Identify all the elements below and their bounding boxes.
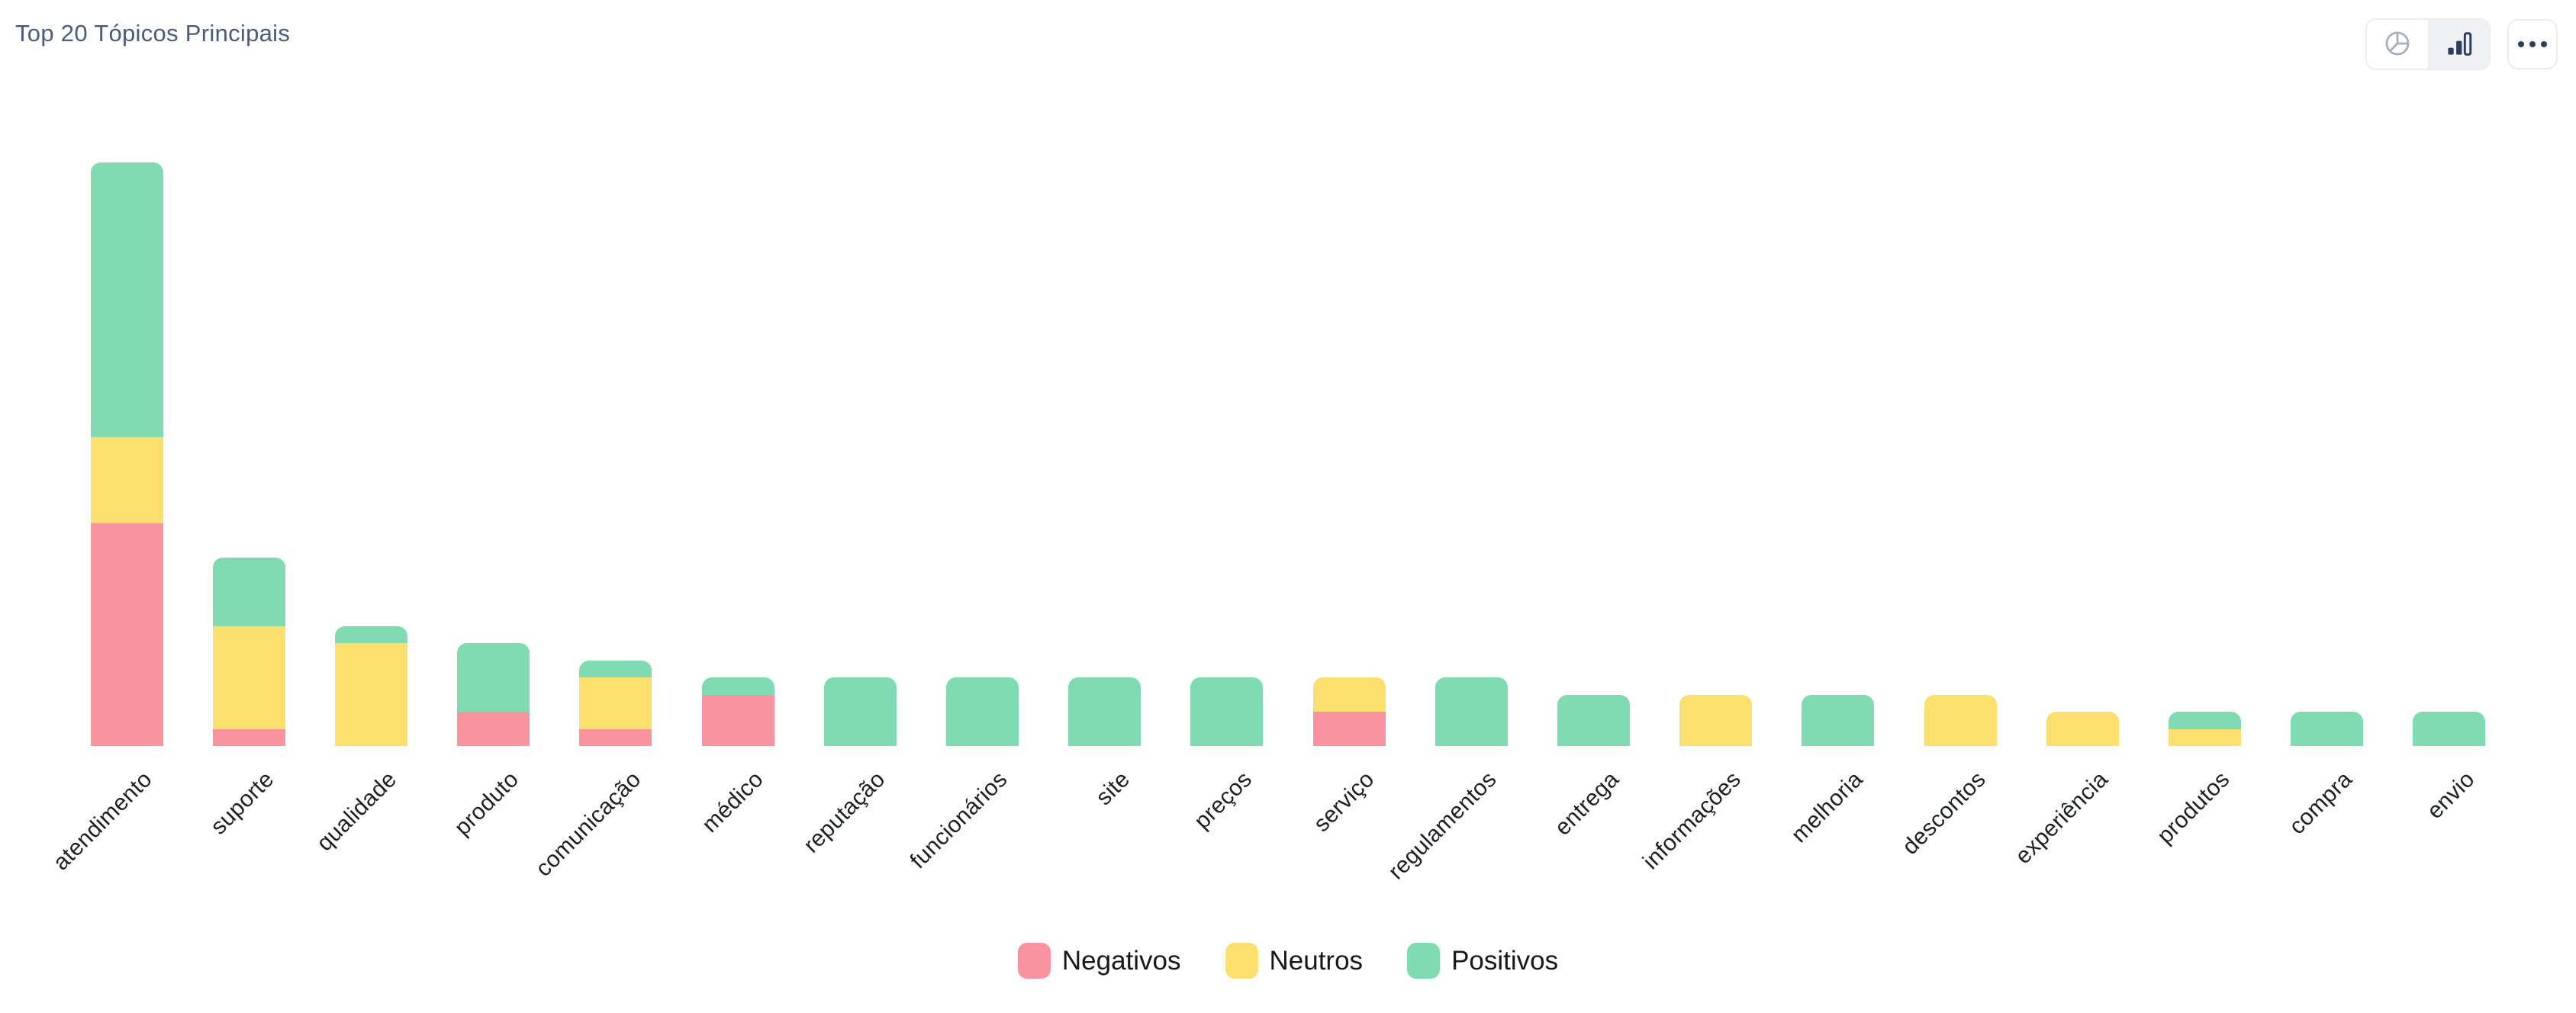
- bar-segment-reputação-positivos[interactable]: [823, 677, 897, 746]
- chart-type-switcher: [2365, 18, 2491, 70]
- pie-chart-icon: [2384, 30, 2411, 59]
- bar-segment-regulamentos-positivos[interactable]: [1435, 677, 1508, 746]
- bar-slot-atendimento: [66, 159, 188, 746]
- bar-slot-suporte: [188, 159, 310, 746]
- bar-slot-entrega: [1532, 159, 1654, 746]
- bar-slot-regulamentos: [1410, 159, 1532, 746]
- legend-label: Neutros: [1269, 945, 1364, 976]
- bar-segment-suporte-positivos[interactable]: [212, 557, 285, 626]
- bar-chart-toggle-button[interactable]: [2428, 20, 2489, 69]
- bar-segment-funcionários-positivos[interactable]: [946, 677, 1019, 746]
- bar-segment-médico-negativos[interactable]: [701, 694, 774, 746]
- bar-segment-suporte-negativos[interactable]: [212, 728, 285, 746]
- bar-slot-preços: [1166, 159, 1288, 746]
- pie-chart-toggle-button[interactable]: [2367, 20, 2428, 69]
- bar-segment-produtos-positivos[interactable]: [2169, 712, 2242, 729]
- bar-site[interactable]: [1068, 677, 1141, 746]
- bar-serviço[interactable]: [1312, 677, 1386, 746]
- legend-swatch-negativos: [1017, 943, 1051, 979]
- bar-produtos[interactable]: [2169, 712, 2242, 746]
- bar-slot-serviço: [1288, 159, 1410, 746]
- chart-toolbar: [2365, 18, 2558, 70]
- bar-slot-médico: [677, 159, 799, 746]
- ellipsis-icon: [2518, 41, 2524, 47]
- legend-item-neutros[interactable]: Neutros: [1225, 943, 1364, 979]
- legend-label: Negativos: [1061, 945, 1181, 976]
- bar-segment-site-positivos[interactable]: [1068, 677, 1141, 746]
- chart-legend: Negativos Neutros Positivos: [0, 943, 2576, 979]
- bar-slot-funcionários: [921, 159, 1043, 746]
- bar-segment-produtos-neutros[interactable]: [2169, 728, 2242, 746]
- bar-preços[interactable]: [1190, 677, 1264, 746]
- bar-qualidade[interactable]: [335, 625, 407, 746]
- bar-segment-médico-positivos[interactable]: [701, 677, 774, 695]
- bar-segment-comunicação-neutros[interactable]: [579, 677, 652, 729]
- bar-comunicação[interactable]: [579, 660, 652, 746]
- legend-item-positivos[interactable]: Positivos: [1407, 943, 1558, 979]
- bar-segment-produto-negativos[interactable]: [457, 712, 530, 746]
- bar-informações[interactable]: [1679, 694, 1753, 746]
- bar-slot-experiência: [2021, 159, 2143, 746]
- bar-segment-atendimento-positivos[interactable]: [90, 162, 163, 437]
- bar-entrega[interactable]: [1557, 694, 1631, 746]
- bar-segment-informações-neutros[interactable]: [1679, 694, 1753, 746]
- bar-slot-melhoria: [1777, 159, 1899, 746]
- bar-chart-plot-area: [66, 159, 2510, 746]
- bar-segment-qualidade-positivos[interactable]: [335, 625, 407, 643]
- bar-melhoria[interactable]: [1802, 694, 1875, 746]
- bar-reputação[interactable]: [823, 677, 897, 746]
- bar-segment-comunicação-positivos[interactable]: [579, 660, 652, 677]
- bar-segment-preços-positivos[interactable]: [1190, 677, 1264, 746]
- bar-segment-compra-positivos[interactable]: [2291, 712, 2364, 746]
- page-title: Top 20 Tópicos Principais: [15, 20, 291, 47]
- bar-segment-descontos-neutros[interactable]: [1924, 694, 1997, 746]
- more-options-button[interactable]: [2507, 19, 2558, 69]
- bar-produto[interactable]: [457, 643, 530, 746]
- bar-segment-comunicação-negativos[interactable]: [579, 728, 652, 746]
- bar-suporte[interactable]: [212, 557, 285, 746]
- bar-segment-serviço-negativos[interactable]: [1312, 712, 1386, 746]
- bar-slot-qualidade: [310, 159, 432, 746]
- bar-slot-informações: [1655, 159, 1777, 746]
- bar-segment-entrega-positivos[interactable]: [1557, 694, 1631, 746]
- bar-segment-qualidade-neutros[interactable]: [335, 643, 407, 746]
- bar-descontos[interactable]: [1924, 694, 1997, 746]
- bar-slot-reputação: [799, 159, 921, 746]
- bar-slot-site: [1044, 159, 1166, 746]
- bar-slot-comunicação: [555, 159, 677, 746]
- bar-slot-descontos: [1899, 159, 2021, 746]
- bar-slot-produto: [433, 159, 555, 746]
- bar-médico[interactable]: [701, 677, 774, 746]
- bar-segment-produto-positivos[interactable]: [457, 643, 530, 712]
- bar-slot-compra: [2266, 159, 2388, 746]
- bar-segment-atendimento-neutros[interactable]: [90, 437, 163, 523]
- legend-label: Positivos: [1451, 945, 1559, 976]
- bar-segment-atendimento-negativos[interactable]: [90, 523, 163, 746]
- bar-segment-suporte-neutros[interactable]: [212, 625, 285, 729]
- bar-regulamentos[interactable]: [1435, 677, 1508, 746]
- bar-segment-serviço-neutros[interactable]: [1312, 677, 1386, 712]
- legend-swatch-positivos: [1407, 943, 1441, 979]
- bar-slot-envio: [2388, 159, 2510, 746]
- bar-envio[interactable]: [2413, 712, 2486, 746]
- legend-swatch-neutros: [1225, 943, 1258, 979]
- bar-compra[interactable]: [2291, 712, 2364, 746]
- bar-segment-envio-positivos[interactable]: [2413, 712, 2486, 746]
- bar-chart-icon: [2446, 30, 2473, 59]
- bar-experiência[interactable]: [2046, 712, 2119, 746]
- bar-atendimento[interactable]: [90, 162, 163, 746]
- bar-segment-melhoria-positivos[interactable]: [1802, 694, 1875, 746]
- bar-segment-experiência-neutros[interactable]: [2046, 712, 2119, 746]
- legend-item-negativos[interactable]: Negativos: [1017, 943, 1181, 979]
- bar-funcionários[interactable]: [946, 677, 1019, 746]
- bar-slot-produtos: [2143, 159, 2265, 746]
